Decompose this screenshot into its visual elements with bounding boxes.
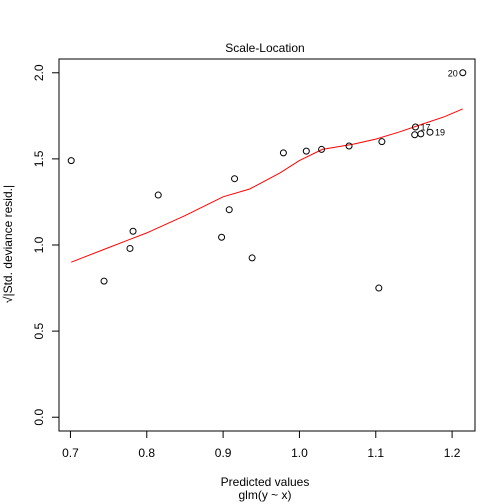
smooth-line [71, 108, 463, 263]
plot-frame [58, 58, 476, 432]
data-point [318, 145, 326, 153]
data-point [154, 191, 162, 199]
data-point [417, 130, 425, 138]
smooth-line-layer [71, 108, 463, 263]
y-tick-label: 0.0 [32, 409, 46, 426]
data-point [231, 175, 239, 183]
x-tick-label: 0.7 [62, 446, 79, 460]
points-layer [67, 69, 467, 292]
point-label: 19 [435, 128, 445, 138]
x-axis-sublabel: glm(y ~ x) [238, 488, 291, 502]
data-point [129, 227, 137, 235]
data-point [411, 123, 419, 131]
data-point [375, 284, 383, 292]
y-tick-label: 1.0 [32, 236, 46, 253]
data-point [345, 142, 353, 150]
x-tick-label: 1.2 [444, 446, 461, 460]
point-label: 20 [448, 68, 458, 78]
data-point [302, 147, 310, 155]
y-tick-label: 1.5 [32, 150, 46, 167]
data-point [225, 206, 233, 214]
data-point [279, 149, 287, 157]
point-labels-layer: 17 19 20 [420, 68, 457, 137]
y-tick-label: 0.5 [32, 322, 46, 339]
x-tick-label: 0.9 [215, 446, 232, 460]
y-tick-label: 2.0 [32, 64, 46, 81]
axes-layer: 0.7 0.8 0.9 1.0 1.1 1.2 0.0 0.5 1.0 1.5 2.0 [32, 58, 476, 460]
data-point [378, 138, 386, 146]
data-point [459, 69, 467, 77]
x-tick-label: 0.8 [138, 446, 155, 460]
data-point [248, 254, 256, 262]
data-point [426, 128, 434, 136]
data-point [67, 157, 75, 165]
data-point [126, 244, 134, 252]
data-point [411, 131, 419, 139]
y-axis-label: √|Std. deviance resid.| [1, 185, 15, 303]
chart-title: Scale-Location [225, 41, 304, 55]
point-label: 17 [420, 123, 430, 133]
data-point [100, 277, 108, 285]
x-axis-label: Predicted values [221, 475, 310, 489]
x-tick-label: 1.1 [367, 446, 384, 460]
data-point [218, 233, 226, 241]
x-tick-label: 1.0 [291, 446, 308, 460]
